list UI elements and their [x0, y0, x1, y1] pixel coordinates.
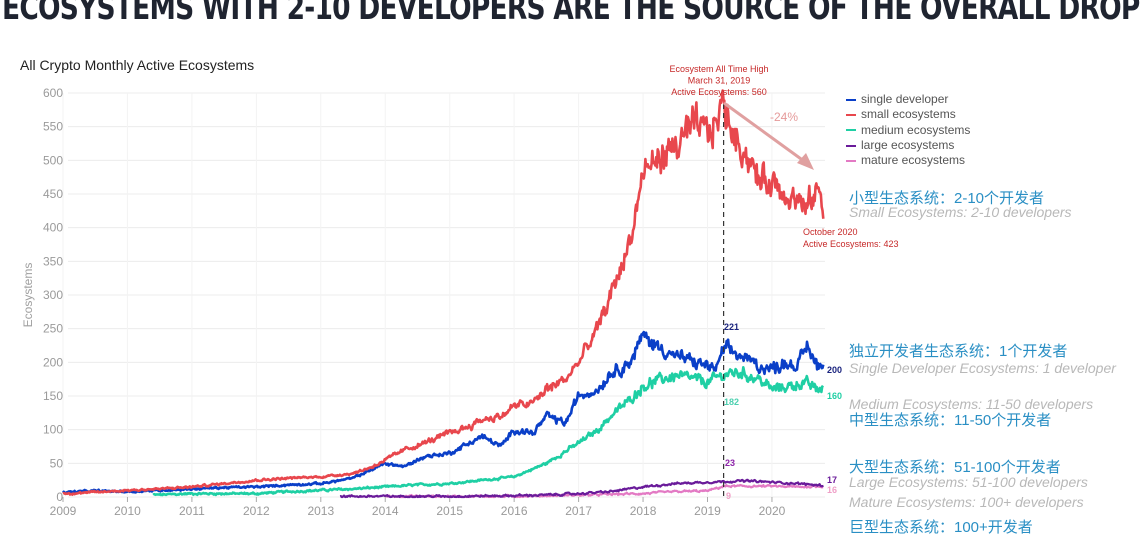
end-label-large-ecosystems: 17 — [827, 475, 837, 485]
legend-item-large-ecosystems[interactable]: large ecosystems — [846, 138, 970, 153]
drop-percentage: -24% — [770, 110, 798, 124]
y-tick-label: 100 — [43, 423, 63, 437]
drop-arrowhead — [797, 153, 814, 170]
series-lines — [62, 89, 825, 499]
x-tick-label: 2020 — [759, 504, 786, 518]
ath-annotation-line: March 31, 2019 — [688, 76, 751, 86]
note-small-en: Small Ecosystems: 2-10 developers — [849, 204, 1072, 220]
x-tick-label: 2010 — [114, 504, 141, 518]
legend-item-mature-ecosystems[interactable]: mature ecosystems — [846, 153, 970, 168]
end-label-medium-ecosystems: 160 — [827, 391, 842, 401]
note-small-zh: 小型生态系统：2-10个开发者 — [849, 190, 1045, 207]
x-tick-label: 2012 — [243, 504, 270, 518]
legend-label: large ecosystems — [861, 137, 955, 152]
legend-swatch — [846, 159, 856, 162]
y-tick-label: 400 — [43, 221, 63, 235]
oct-annotation-line: October 2020 — [803, 227, 858, 237]
series-line-small-ecosystems — [62, 89, 825, 496]
oct-annotation-line: Active Ecosystems: 423 — [803, 239, 899, 249]
y-tick-label: 550 — [43, 120, 63, 134]
ath-label-large-ecosystems: 23 — [725, 458, 735, 468]
legend-label: small ecosystems — [861, 107, 956, 122]
october-2020-annotation: October 2020 Active Ecosystems: 423 — [803, 227, 899, 249]
x-tick-label: 2018 — [630, 504, 657, 518]
y-tick-label: 300 — [43, 288, 63, 302]
legend-swatch — [846, 129, 856, 132]
legend-swatch — [846, 98, 856, 101]
y-tick-label: 600 — [43, 86, 63, 100]
series-line-single-developer — [62, 330, 825, 495]
legend-label: medium ecosystems — [861, 122, 971, 137]
x-tick-label: 2016 — [501, 504, 528, 518]
x-tick-label: 2015 — [436, 504, 463, 518]
x-tick-label: 2011 — [179, 504, 205, 518]
y-axis-ticks: 0 50 100 150 200 250 300 350 400 450 500 550 600 — [43, 86, 63, 504]
note-large-zh: 大型生态系统：51-100个开发者 — [849, 459, 1061, 476]
y-tick-label: 50 — [50, 456, 64, 470]
chart-title: All Crypto Monthly Active Ecosystems — [20, 57, 255, 73]
series-ath-labels: 221 182 23 9 — [724, 322, 739, 501]
y-tick-label: 500 — [43, 153, 63, 167]
x-tick-label: 2009 — [50, 504, 77, 518]
y-tick-label: 0 — [56, 490, 63, 504]
y-tick-label: 200 — [43, 355, 63, 369]
ath-label-medium-ecosystems: 182 — [724, 397, 739, 407]
x-tick-label: 2013 — [307, 504, 334, 518]
x-tick-label: 2019 — [694, 504, 721, 518]
legend-item-medium-ecosystems[interactable]: medium ecosystems — [846, 123, 970, 138]
y-tick-label: 350 — [43, 254, 63, 268]
note-medium-zh: 中型生态系统：11-50个开发者 — [849, 412, 1052, 429]
y-axis-title: Ecosystems — [21, 263, 35, 328]
note-medium-en: Medium Ecosystems: 11-50 developers — [849, 396, 1094, 412]
y-tick-label: 450 — [43, 187, 63, 201]
note-large-en: Large Ecosystems: 51-100 developers — [849, 474, 1088, 490]
legend-item-single-developer[interactable]: single developer — [846, 92, 970, 107]
legend-item-small-ecosystems[interactable]: small ecosystems — [846, 107, 970, 122]
all-time-high-annotation: Ecosystem All Time High March 31, 2019Act… — [669, 64, 768, 97]
ath-label-single-developer: 221 — [724, 322, 739, 332]
x-tick-label: 2014 — [372, 504, 399, 518]
note-mature-zh: 巨型生态系统：100+开发者 — [849, 519, 1033, 536]
drop-arrow — [723, 101, 809, 166]
legend: single developer small ecosystems medium e… — [846, 92, 970, 168]
end-label-single-developer: 200 — [827, 365, 842, 375]
x-tick-label: 2017 — [565, 504, 592, 518]
legend-label: single developer — [861, 92, 949, 106]
ath-label-mature-ecosystems: 9 — [726, 491, 731, 501]
ath-annotation-line: Ecosystem All Time High — [669, 64, 768, 74]
note-single-en: Single Developer Ecosystems: 1 developer — [849, 360, 1116, 376]
y-tick-label: 250 — [43, 322, 63, 336]
y-tick-label: 150 — [43, 389, 63, 403]
note-mature-en: Mature Ecosystems: 100+ developers — [849, 494, 1084, 510]
x-axis-ticks: 2009 2010 2011 2012 2013 2014 2015 2016 2017 2018… — [50, 497, 786, 518]
end-label-mature-ecosystems: 16 — [827, 485, 837, 495]
legend-label: mature ecosystems — [861, 153, 966, 168]
legend-swatch — [846, 144, 856, 147]
ath-annotation-line: Active Ecosystems: 560 — [671, 87, 767, 97]
legend-swatch — [846, 113, 856, 116]
series-line-large-ecosystems — [339, 478, 824, 499]
series-line-medium-ecosystems — [152, 366, 825, 497]
note-single-zh: 独立开发者生态系统：1个开发者 — [849, 343, 1068, 360]
headline: ECOSYSTEMS WITH 2-10 DEVELOPERS ARE THE … — [2, 0, 1140, 28]
